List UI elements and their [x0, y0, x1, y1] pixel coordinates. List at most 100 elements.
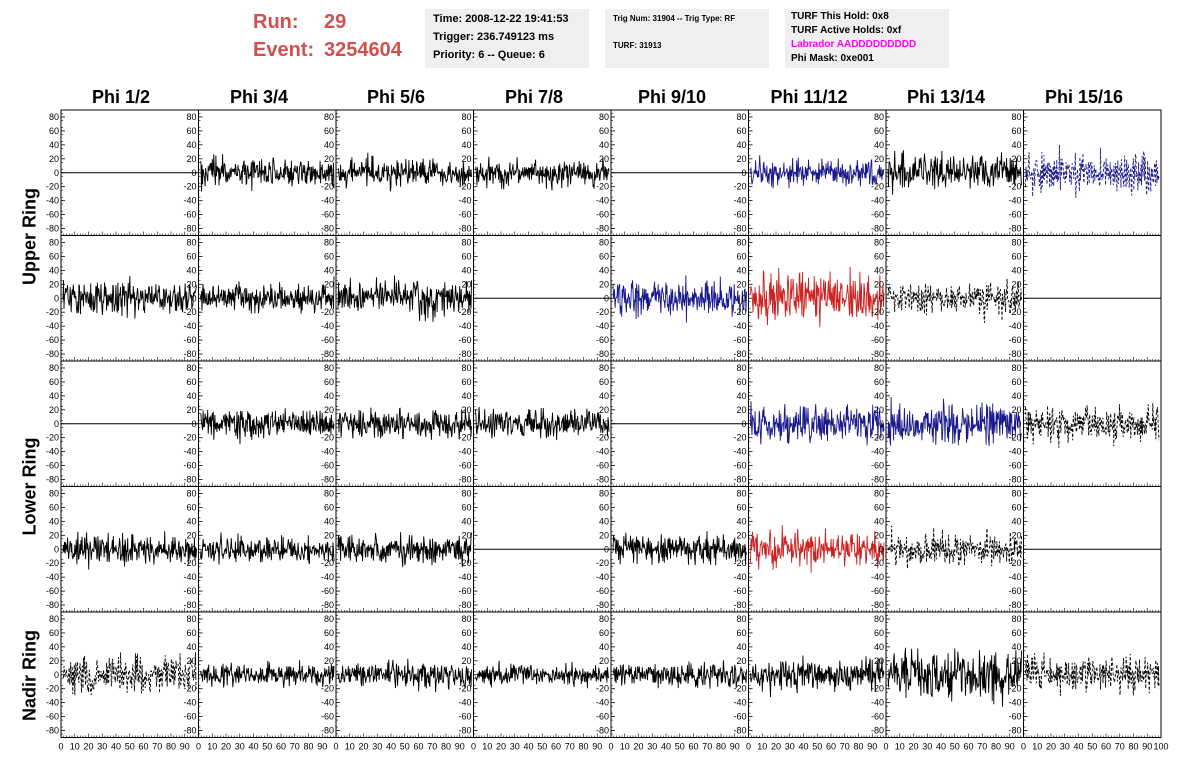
- panel-r0-c4: -80 -60 -40 -20 0 20 40 60 80: [596, 109, 749, 236]
- x-tick-label: 60: [963, 742, 973, 752]
- y-tick-label: -40: [1008, 698, 1021, 708]
- y-tick-label: 0: [329, 419, 334, 429]
- panel-r0-c6: -80 -60 -40 -20 0 20 40 60 80: [871, 109, 1024, 236]
- y-tick-label: 60: [49, 126, 59, 136]
- column-header-phi-3-4: Phi 3/4: [229, 87, 289, 107]
- y-tick-label: 0: [1016, 670, 1021, 680]
- y-tick-label: 40: [324, 516, 334, 526]
- y-tick-label: 20: [461, 405, 471, 415]
- panel-r0-c3: -80 -60 -40 -20 0 20 40 60 80: [458, 109, 612, 236]
- y-tick-label: -40: [871, 572, 884, 582]
- y-tick-label: -40: [183, 572, 196, 582]
- y-tick-label: -40: [183, 321, 196, 331]
- y-tick-label: 0: [329, 670, 334, 680]
- waveform-trace: [337, 532, 472, 568]
- y-tick-label: 60: [1011, 502, 1021, 512]
- y-tick-label: 20: [186, 656, 196, 666]
- panel-r4-c3: -80 -60 -40 -20 0 20 40 60 80: [458, 611, 612, 738]
- x-tick-label: 90: [1142, 742, 1152, 752]
- y-tick-label: -40: [871, 321, 884, 331]
- y-tick-label: 0: [329, 544, 334, 554]
- waveform-trace: [887, 647, 1022, 707]
- y-tick-label: 40: [186, 140, 196, 150]
- y-tick-label: 20: [1011, 279, 1021, 289]
- y-tick-label: 40: [736, 265, 746, 275]
- x-tick-label: 80: [716, 742, 726, 752]
- y-tick-label: -20: [871, 684, 884, 694]
- x-tick-label: 80: [991, 742, 1001, 752]
- column-header-phi-5-6: Phi 5/6: [366, 87, 426, 107]
- waveform-trace: [1025, 652, 1160, 697]
- y-tick-label: 60: [1011, 126, 1021, 136]
- y-tick-label: 40: [49, 642, 59, 652]
- y-tick-label: -80: [1008, 224, 1021, 234]
- y-tick-label: -40: [1008, 572, 1021, 582]
- y-tick-label: -60: [733, 586, 746, 596]
- priority-line: Priority: 6 -- Queue: 6: [433, 49, 545, 61]
- y-tick-label: 60: [324, 377, 334, 387]
- x-tick-label: 60: [688, 742, 698, 752]
- y-tick-label: -60: [871, 335, 884, 345]
- y-tick-label: -60: [321, 210, 334, 220]
- x-tick-label: 70: [840, 742, 850, 752]
- y-tick-label: -20: [458, 307, 471, 317]
- y-tick-label: -40: [458, 572, 471, 582]
- y-tick-label: 60: [599, 502, 609, 512]
- y-tick-label: 60: [599, 251, 609, 261]
- y-tick-label: 20: [49, 405, 59, 415]
- y-tick-label: -20: [596, 558, 609, 568]
- y-tick-label: 80: [874, 488, 884, 498]
- y-tick-label: 0: [54, 544, 59, 554]
- waveform-trace: [337, 152, 472, 192]
- y-tick-label: 60: [186, 628, 196, 638]
- y-tick-label: 0: [741, 293, 746, 303]
- y-tick-label: 20: [736, 405, 746, 415]
- x-tick-label: 50: [537, 742, 547, 752]
- y-tick-label: 0: [329, 293, 334, 303]
- y-tick-label: -40: [46, 447, 59, 457]
- turf-hold-line: TURF This Hold: 0x8: [791, 11, 889, 22]
- y-tick-label: 60: [461, 628, 471, 638]
- y-tick-label: -60: [1008, 461, 1021, 471]
- y-tick-label: 0: [466, 670, 471, 680]
- y-tick-label: -40: [46, 698, 59, 708]
- y-tick-label: 40: [49, 140, 59, 150]
- y-tick-label: 80: [324, 363, 334, 373]
- x-tick-label: 20: [908, 742, 918, 752]
- y-tick-label: -20: [321, 182, 334, 192]
- y-tick-label: 20: [49, 530, 59, 540]
- y-tick-label: 0: [879, 544, 884, 554]
- panel-r2-c7: -80 -60 -40 -20 0 20 40 60 80: [1008, 360, 1162, 487]
- y-tick-label: 0: [604, 168, 609, 178]
- panel-r3-c1: -80 -60 -40 -20 0 20 40 60 80: [183, 486, 337, 613]
- panel-r3-c5: -80 -60 -40 -20 0 20 40 60 80: [733, 486, 887, 613]
- y-tick-label: -60: [596, 461, 609, 471]
- y-tick-label: 20: [1011, 405, 1021, 415]
- y-tick-label: 20: [599, 279, 609, 289]
- y-tick-label: 80: [599, 488, 609, 498]
- y-tick-label: 60: [324, 251, 334, 261]
- y-tick-label: 60: [186, 502, 196, 512]
- y-tick-label: -60: [596, 586, 609, 596]
- y-tick-label: -40: [596, 698, 609, 708]
- panel-r4-c1: -80 -60 -40 -20 0 20 40 60 80: [183, 611, 337, 738]
- y-tick-label: -80: [321, 475, 334, 485]
- waveform-trace: [750, 266, 885, 328]
- y-tick-label: -60: [458, 586, 471, 596]
- column-header-phi-9-10: Phi 9/10: [637, 87, 707, 107]
- x-tick-label: 30: [372, 742, 382, 752]
- x-tick-label: 20: [83, 742, 93, 752]
- y-tick-label: -60: [321, 335, 334, 345]
- y-tick-label: -60: [458, 335, 471, 345]
- y-tick-label: 40: [461, 642, 471, 652]
- x-tick-label: 50: [400, 742, 410, 752]
- y-tick-label: -60: [46, 712, 59, 722]
- x-tick-label: 60: [826, 742, 836, 752]
- y-tick-label: 40: [186, 516, 196, 526]
- y-tick-label: -20: [321, 307, 334, 317]
- panel-r0-c0: -80 -60 -40 -20 0 20 40 60 80: [46, 109, 199, 236]
- waveform-trace: [200, 276, 335, 314]
- panel-r3-c4: -80 -60 -40 -20 0 20 40 60 80: [596, 486, 749, 613]
- panel-r2-c0: -80 -60 -40 -20 0 20 40 60 80: [46, 360, 199, 487]
- y-tick-label: 80: [461, 237, 471, 247]
